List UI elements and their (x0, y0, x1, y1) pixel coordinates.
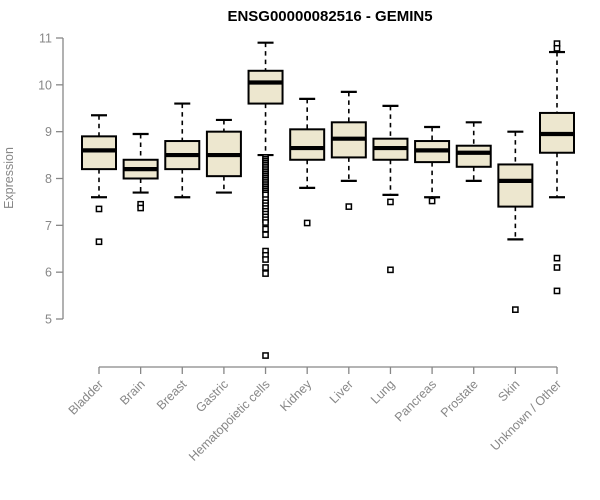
y-axis-title: Expression (2, 147, 16, 209)
outlier-point (262, 256, 269, 263)
box-pancreas (414, 125, 451, 205)
y-tick-label: 9 (45, 125, 52, 139)
box-hematopoietic-cells (247, 41, 284, 359)
y-axis: 5 6 7 8 9 10 11 (38, 32, 64, 327)
outlier-point (428, 197, 436, 205)
outlier-point (512, 306, 519, 313)
iqr-box (289, 128, 326, 161)
iqr-box (247, 69, 284, 105)
outlier-point (553, 287, 561, 295)
x-category-label-hematopoietic-cells: Hematopoietic cells (186, 377, 273, 464)
x-category-label-prostate: Prostate (438, 377, 481, 420)
box-kidney (289, 97, 326, 227)
iqr-box (497, 163, 534, 208)
y-tick-label: 8 (45, 172, 52, 186)
box-skin (497, 130, 534, 313)
x-category-label-breast: Breast (154, 377, 190, 413)
outlier-point (95, 205, 103, 213)
box-breast (164, 102, 201, 199)
outlier-point (262, 264, 269, 271)
outlier-point (262, 270, 269, 277)
x-category-label-gastric: Gastric (193, 377, 231, 415)
outlier-point (553, 254, 561, 262)
outlier-point (262, 225, 269, 233)
x-category-label-kidney: Kidney (277, 377, 314, 414)
plot-area (81, 40, 575, 359)
box-brain (122, 132, 159, 212)
x-category-label-unknown-other: Unknown / Other (488, 377, 564, 453)
outlier-point (553, 264, 561, 271)
chart-title: ENSG00000082516 - GEMIN5 (227, 8, 432, 25)
box-liver (330, 90, 367, 210)
box-gastric (205, 118, 242, 194)
y-tick-label: 5 (45, 313, 52, 327)
x-category-label-lung: Lung (368, 377, 398, 407)
outlier-point (262, 352, 269, 359)
x-category-label-bladder: Bladder (66, 377, 106, 417)
y-tick-label: 7 (45, 219, 52, 233)
box-bladder (81, 114, 117, 246)
iqr-box (81, 135, 117, 171)
outlier-point (262, 219, 269, 226)
outlier-point (387, 266, 394, 274)
box-prostate (455, 121, 492, 182)
x-category-label-skin: Skin (495, 377, 522, 404)
outlier-point (95, 238, 103, 246)
outlier-point (345, 203, 353, 210)
y-tick-label: 11 (39, 32, 52, 46)
x-category-label-liver: Liver (327, 377, 356, 406)
x-category-label-pancreas: Pancreas (392, 377, 439, 424)
outlier-point (303, 219, 311, 227)
x-category-label-brain: Brain (117, 377, 148, 408)
outlier-point (387, 198, 394, 206)
box-unknown-other (539, 40, 575, 295)
outlier-point (553, 44, 561, 52)
y-tick-label: 10 (38, 78, 52, 92)
outlier-point (137, 204, 144, 212)
y-tick-label: 6 (45, 266, 52, 280)
iqr-box (455, 144, 492, 168)
box-lung (372, 104, 409, 274)
outlier-point (262, 231, 269, 239)
